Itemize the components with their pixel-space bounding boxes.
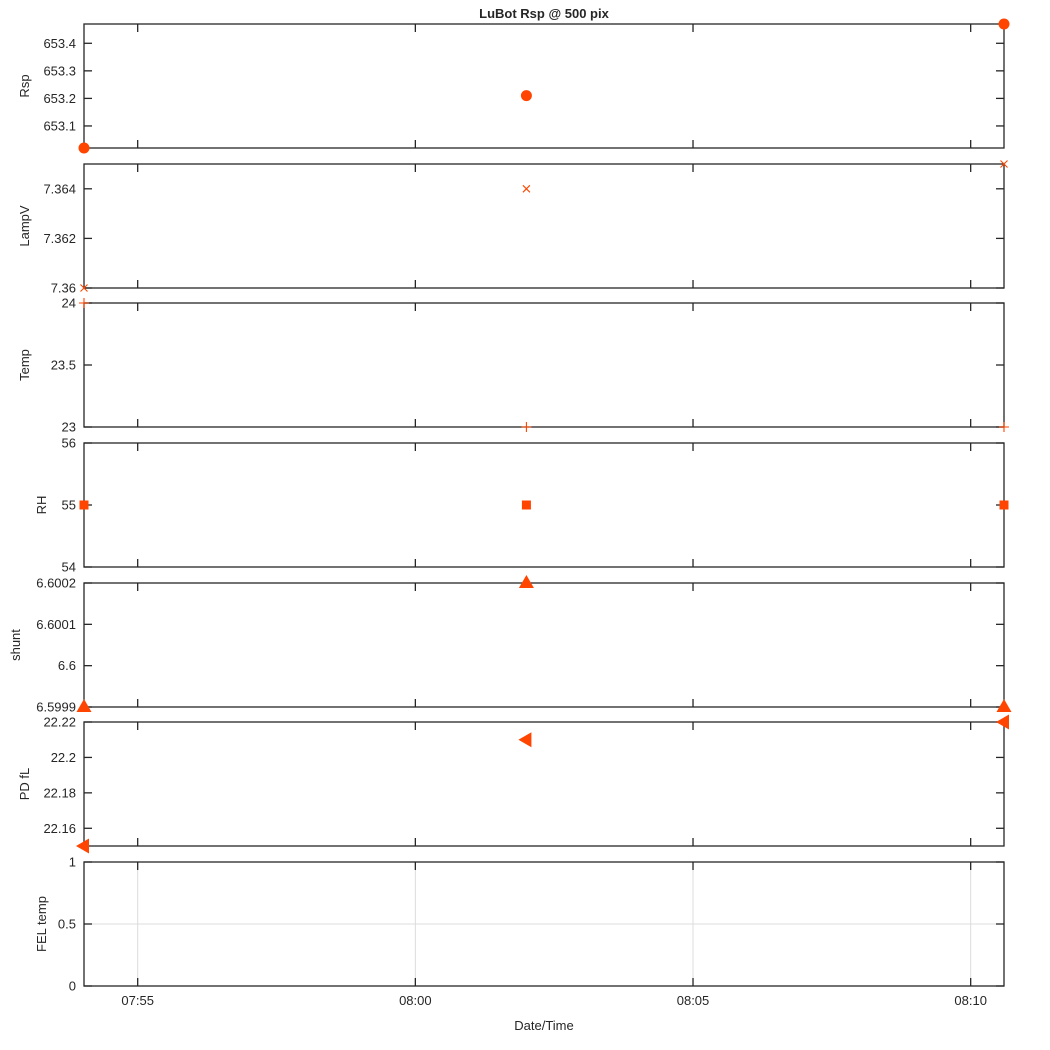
y-tick-label: 55 — [62, 498, 76, 513]
chart-title: LuBot Rsp @ 500 pix — [479, 6, 609, 21]
panel-pd-fl: 22.16 22.18 22.2 22.22 PD fL — [17, 714, 1009, 854]
axes-box — [83, 442, 1005, 568]
y-tick-label: 6.6 — [58, 658, 76, 673]
y-tick-label: 1 — [69, 855, 76, 870]
y-tick-label: 23.5 — [51, 358, 76, 373]
x-tick-label: 08:00 — [399, 993, 432, 1008]
y-axis-label-fel-temp: FEL temp — [34, 896, 49, 952]
x-tick-label: 07:55 — [121, 993, 154, 1008]
y-tick-label: 0.5 — [58, 917, 76, 932]
y-tick-label: 22.18 — [43, 785, 76, 800]
axes-box — [83, 23, 1005, 149]
x-tick-label: 08:05 — [677, 993, 710, 1008]
data-point-rh — [999, 500, 1009, 510]
panel-temp: 23 23.5 24 Temp — [17, 296, 1009, 435]
y-axis-label-temp: Temp — [17, 349, 32, 381]
y-tick-label: 653.4 — [43, 36, 76, 51]
y-tick-label: 54 — [62, 560, 76, 575]
data-point-rsp — [78, 142, 90, 154]
panel-lampv: 7.36 7.362 7.364 LampV — [17, 160, 1008, 296]
y-axis-label-pd-fl: PD fL — [17, 768, 32, 801]
y-tick-label: 6.6001 — [36, 617, 76, 632]
y-tick-label: 7.362 — [43, 231, 76, 246]
data-point-shunt — [76, 699, 92, 712]
axes-box — [83, 163, 1005, 289]
data-point-rh — [521, 500, 531, 510]
axes-box — [83, 721, 1005, 847]
y-axis-label-lampv: LampV — [17, 205, 32, 247]
y-tick-label: 653.3 — [43, 63, 76, 78]
axes-box — [83, 302, 1005, 428]
data-point-pd-fl — [76, 838, 89, 854]
y-tick-label: 23 — [62, 420, 76, 435]
y-tick-label: 22.22 — [43, 715, 76, 730]
data-point-pd-fl — [518, 732, 532, 748]
y-tick-label: 7.36 — [51, 281, 76, 296]
y-tick-label: 653.1 — [43, 118, 76, 133]
y-axis-label-rh: RH — [34, 496, 49, 515]
y-axis-label-rsp: Rsp — [17, 74, 32, 97]
y-tick-label: 653.2 — [43, 91, 76, 106]
y-tick-label: 24 — [62, 296, 76, 311]
data-point-lampv — [1000, 160, 1008, 168]
x-axis-label: Date/Time — [514, 1018, 573, 1033]
data-point-lampv — [80, 284, 88, 292]
data-point-temp — [79, 298, 89, 308]
y-tick-label: 22.2 — [51, 750, 76, 765]
panel-shunt: 6.5999 6.6 6.6001 6.6002 shunt — [8, 575, 1012, 715]
data-point-rsp — [520, 90, 532, 102]
y-axis-label-shunt: shunt — [8, 629, 23, 661]
data-point-rsp — [998, 18, 1010, 30]
x-tick-label: 08:10 — [954, 993, 987, 1008]
data-point-temp — [521, 422, 532, 432]
y-tick-label: 7.364 — [43, 181, 76, 196]
y-tick-label: 6.5999 — [36, 700, 76, 715]
panels: 653.1 653.2 653.3 653.4 Rsp 7.36 7.362 7.364 Lam… — [8, 18, 1012, 994]
x-tick-labels: 07:55 08:00 08:05 08:10 — [121, 993, 987, 1008]
panel-rh: 54 55 56 RH — [34, 436, 1009, 575]
y-tick-label: 56 — [62, 436, 76, 451]
data-point-shunt — [518, 575, 534, 588]
panel-fel-temp: 0 0.5 1 FEL temp — [34, 855, 1005, 994]
axes-box — [83, 582, 1005, 708]
data-point-temp — [999, 422, 1009, 432]
data-point-pd-fl — [996, 714, 1009, 730]
data-point-rh — [79, 500, 89, 510]
data-point-lampv — [522, 184, 531, 193]
y-tick-label: 6.6002 — [36, 576, 76, 591]
y-tick-label: 22.16 — [43, 821, 76, 836]
data-point-shunt — [996, 699, 1012, 712]
panel-rsp: 653.1 653.2 653.3 653.4 Rsp — [17, 18, 1010, 154]
y-tick-label: 0 — [69, 979, 76, 994]
